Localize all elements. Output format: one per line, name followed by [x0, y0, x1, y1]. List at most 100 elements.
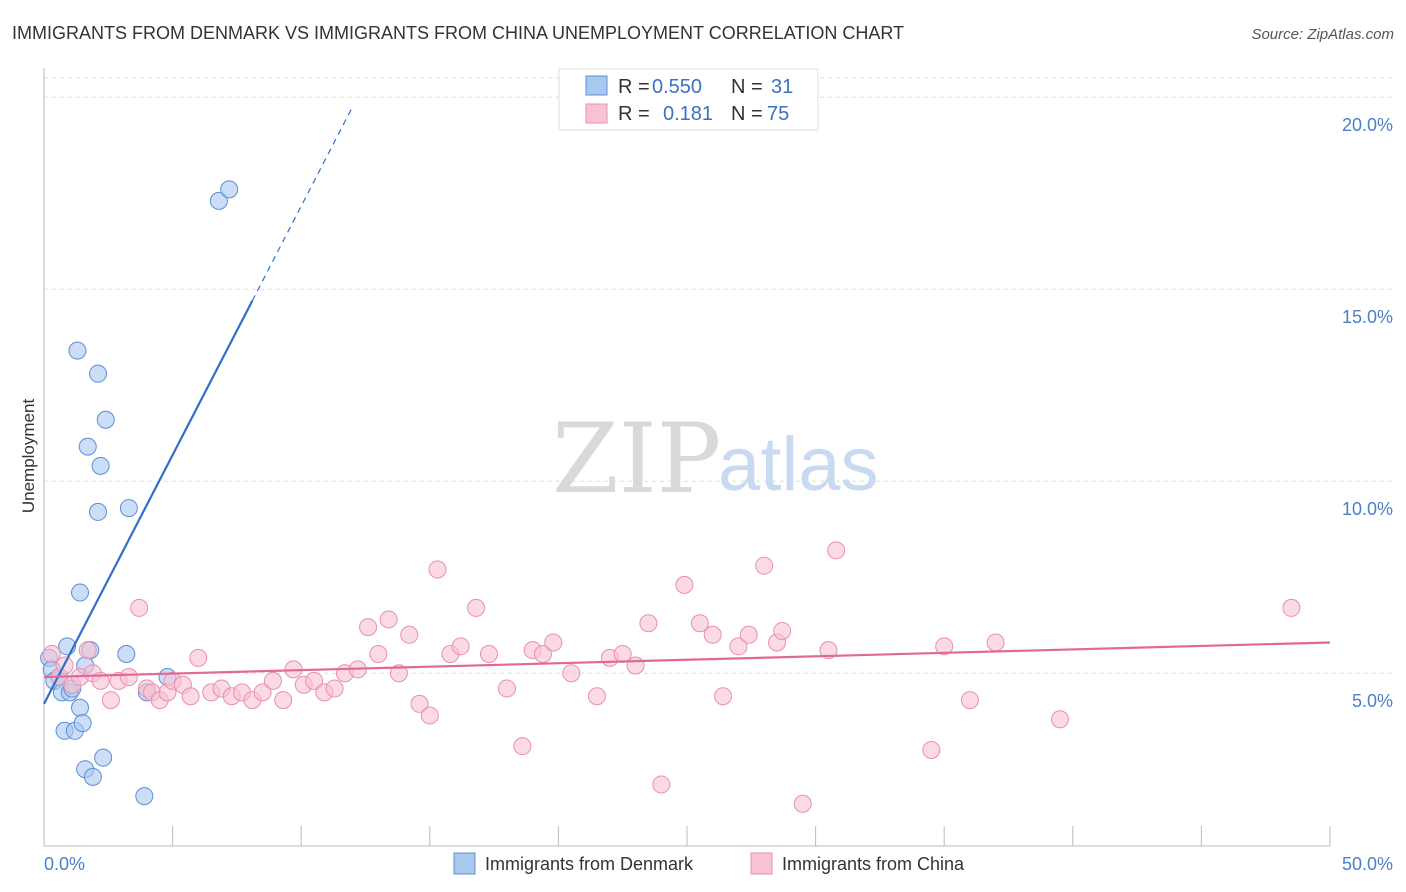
point-china-42 [428, 560, 447, 579]
point-china-38 [389, 664, 408, 683]
trend-lines [43, 106, 1331, 705]
point-china-73 [960, 691, 979, 710]
point-china-62 [714, 687, 733, 706]
point-china-46 [479, 645, 498, 663]
trend-line-denmark-extension [251, 106, 354, 301]
point-china-40 [410, 694, 429, 713]
x-tick-label-min: 0.0% [44, 854, 85, 874]
chart-source: Source: ZipAtlas.com [1251, 26, 1394, 43]
point-china-58 [652, 775, 671, 794]
point-china-52 [562, 664, 581, 683]
point-denmark-18 [83, 767, 102, 786]
point-china-56 [626, 656, 645, 675]
point-denmark-23 [96, 410, 115, 429]
y-tick-labels: 5.0% 10.0% 15.0% 20.0% [1342, 115, 1393, 711]
point-china-48 [513, 737, 532, 756]
point-china-44 [451, 637, 470, 656]
point-denmark-11 [71, 698, 90, 717]
point-denmark-20 [89, 364, 108, 383]
point-china-72 [935, 637, 954, 656]
point-china-35 [359, 618, 378, 637]
point-china-41 [420, 706, 439, 725]
point-china-75 [1050, 710, 1069, 729]
point-china-0 [42, 645, 61, 663]
watermark-zip: ZIP [552, 403, 721, 515]
x-tick-label-max: 50.0% [1342, 854, 1393, 874]
legend-n-value-china: 75 [767, 103, 789, 125]
point-china-65 [755, 556, 774, 575]
point-china-30 [305, 671, 324, 690]
point-china-68 [793, 794, 812, 813]
point-china-67 [773, 621, 792, 640]
point-china-18 [181, 687, 200, 706]
bottom-legend-swatch-china [750, 852, 773, 875]
axes [43, 68, 1331, 847]
legend-r-label-denmark: R = [618, 76, 650, 98]
watermark: ZIP atlas [552, 403, 879, 515]
legend: R = 0.550 N = 31 R = 0.181 N = 75 [558, 68, 819, 131]
bottom-legend-label-denmark: Immigrants from Denmark [485, 854, 694, 874]
point-china-71 [922, 741, 941, 759]
point-china-39 [400, 625, 419, 644]
point-china-50 [533, 645, 552, 663]
point-denmark-10 [68, 341, 87, 360]
point-denmark-29 [209, 191, 228, 210]
legend-r-value-china: 0.181 [663, 103, 713, 125]
trend-line-denmark [43, 300, 254, 705]
point-denmark-25 [119, 499, 138, 518]
chart-title: IMMIGRANTS FROM DENMARK VS IMMIGRANTS FR… [12, 23, 904, 43]
point-china-53 [587, 687, 606, 706]
point-denmark-17 [78, 437, 97, 456]
point-denmark-22 [94, 748, 113, 767]
point-denmark-26 [135, 787, 154, 806]
point-china-27 [274, 691, 293, 710]
legend-n-label-china: N = [731, 103, 763, 125]
point-denmark-19 [89, 502, 108, 521]
point-china-57 [639, 614, 658, 633]
point-china-11 [130, 598, 149, 617]
point-china-25 [253, 683, 272, 702]
legend-n-value-denmark: 31 [771, 76, 793, 98]
watermark-atlas: atlas [718, 422, 879, 507]
point-china-32 [325, 679, 344, 698]
gridlines [44, 77, 1393, 674]
point-china-26 [263, 671, 282, 690]
point-china-59 [675, 575, 694, 594]
point-china-47 [497, 679, 516, 698]
y-tick-label-1: 10.0% [1342, 499, 1393, 519]
point-denmark-12 [73, 714, 92, 733]
point-china-69 [819, 641, 838, 660]
point-denmark-21 [91, 456, 110, 475]
point-denmark-30 [220, 180, 239, 199]
point-china-45 [467, 598, 486, 617]
bottom-legend-swatch-denmark [453, 852, 476, 875]
point-china-36 [369, 645, 388, 663]
point-denmark-14 [71, 583, 90, 602]
point-denmark-24 [117, 645, 136, 663]
y-tick-label-2: 15.0% [1342, 307, 1393, 327]
bottom-legend-label-china: Immigrants from China [782, 854, 965, 874]
trend-line-china [43, 641, 1331, 679]
point-china-76 [1282, 598, 1301, 617]
point-china-64 [739, 625, 758, 644]
point-china-60 [690, 614, 709, 633]
point-china-10 [119, 668, 138, 687]
point-china-63 [729, 637, 748, 656]
point-china-74 [986, 633, 1005, 652]
legend-r-label-china: R = [618, 103, 650, 125]
y-tick-label-3: 20.0% [1342, 115, 1393, 135]
y-axis-label: Unemployment [19, 399, 38, 514]
point-china-8 [101, 691, 120, 710]
point-china-61 [703, 625, 722, 644]
legend-n-label-denmark: N = [731, 76, 763, 98]
bottom-legend: Immigrants from Denmark Immigrants from … [453, 852, 965, 875]
legend-swatch-china [585, 103, 608, 124]
point-china-19 [189, 648, 208, 667]
point-china-51 [544, 633, 563, 652]
point-china-70 [827, 541, 846, 560]
point-china-37 [379, 610, 398, 629]
legend-r-value-denmark: 0.550 [652, 76, 702, 98]
legend-swatch-denmark [585, 75, 608, 96]
